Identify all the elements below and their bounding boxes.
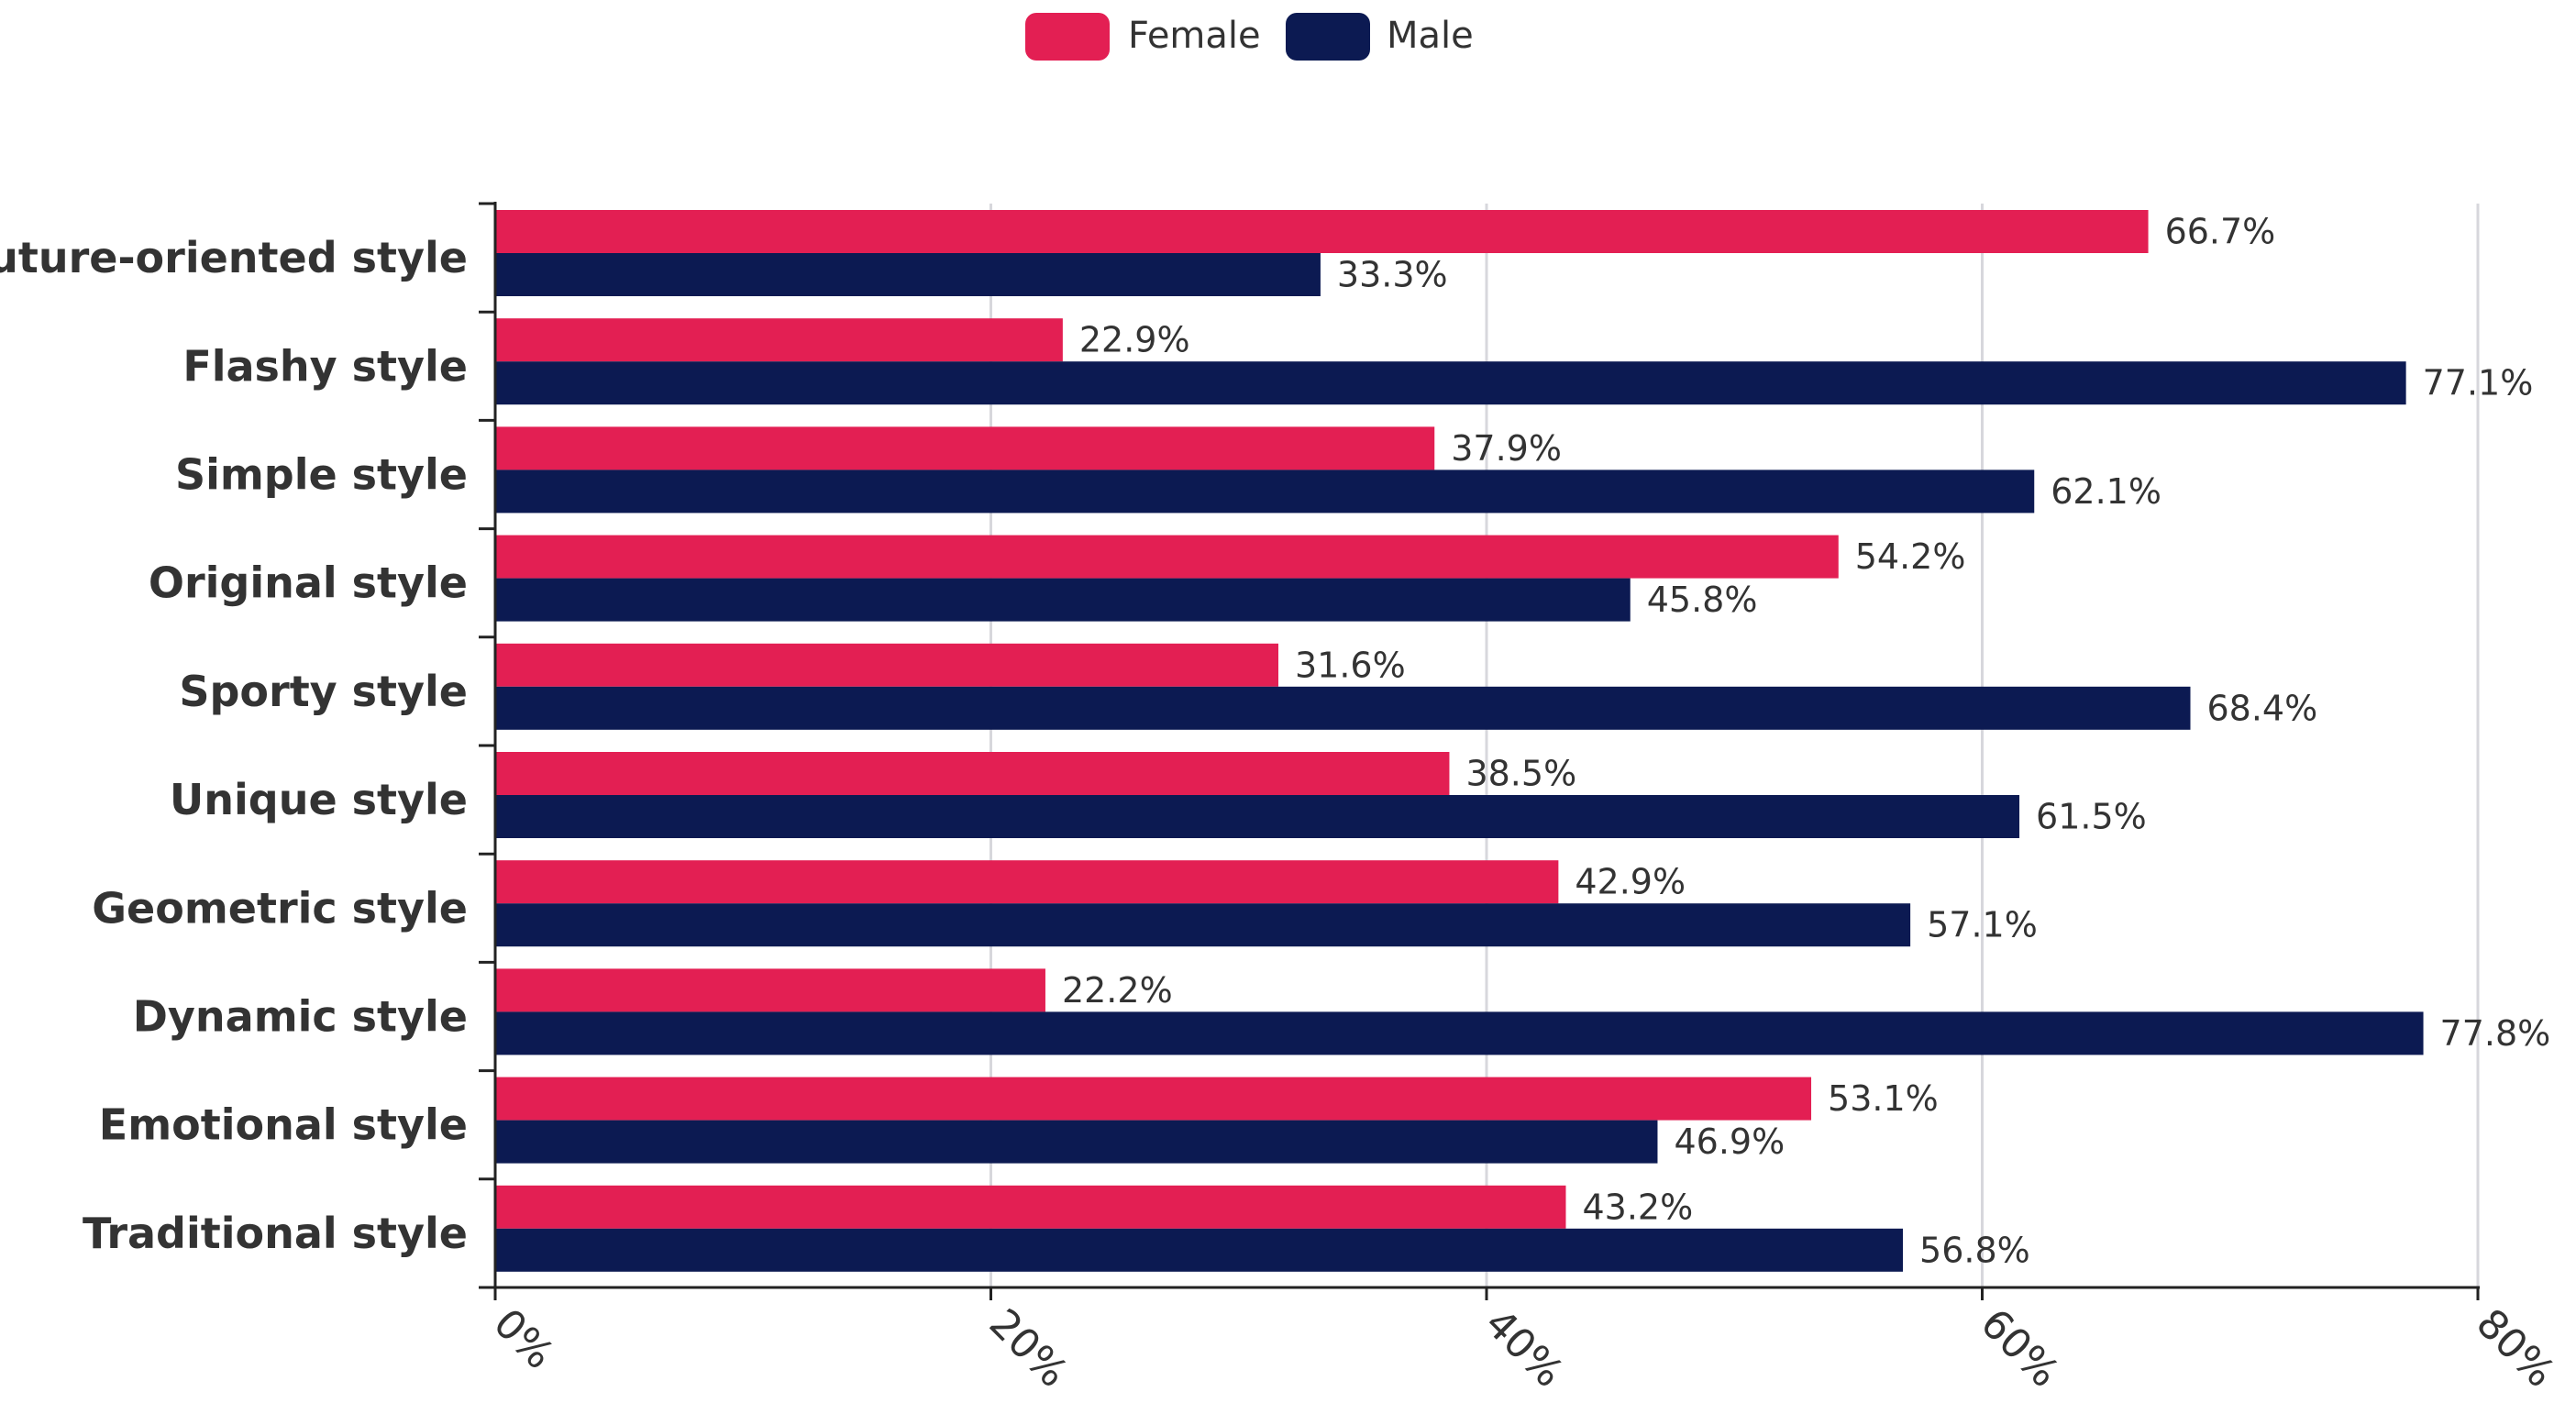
legend-label-female: Female (1128, 15, 1261, 57)
bar-male-5 (495, 795, 2020, 838)
category-label-7: Dynamic style (133, 992, 468, 1042)
bar-female-6 (495, 860, 1559, 904)
x-tick-label-40: 40% (1476, 1300, 1572, 1397)
legend-label-male: Male (1387, 15, 1474, 57)
category-label-4: Sporty style (179, 667, 468, 716)
bar-male-0 (495, 253, 1321, 296)
axes (479, 202, 2480, 1300)
value-label-female-5: 38.5% (1465, 754, 1576, 794)
value-label-male-5: 61.5% (2036, 797, 2147, 837)
value-label-female-8: 53.1% (1828, 1078, 1939, 1119)
value-label-male-3: 45.8% (1647, 580, 1758, 620)
bar-female-9 (495, 1185, 1566, 1229)
value-label-female-7: 22.2% (1062, 970, 1173, 1011)
value-label-female-3: 54.2% (1855, 536, 1966, 577)
bar-female-7 (495, 968, 1045, 1012)
value-label-male-4: 68.4% (2207, 688, 2318, 728)
value-label-male-6: 57.1% (1927, 905, 2038, 945)
bar-male-2 (495, 470, 2035, 514)
bar-female-1 (495, 318, 1063, 362)
value-label-male-9: 56.8% (1919, 1230, 2030, 1270)
bar-male-4 (495, 686, 2191, 730)
value-label-female-1: 22.9% (1079, 320, 1190, 360)
value-label-female-2: 37.9% (1451, 428, 1562, 469)
bar-female-8 (495, 1077, 1812, 1121)
value-label-male-7: 77.8% (2440, 1013, 2551, 1054)
category-label-2: Simple style (175, 450, 468, 500)
legend-swatch-male (1286, 13, 1370, 61)
bar-female-2 (495, 426, 1435, 470)
bars (495, 210, 2424, 1272)
value-label-male-0: 33.3% (1337, 255, 1448, 295)
value-label-female-9: 43.2% (1582, 1187, 1693, 1227)
x-tick-label-60: 60% (1972, 1300, 2068, 1397)
bar-male-7 (495, 1011, 2424, 1055)
bar-female-4 (495, 643, 1278, 687)
category-label-9: Traditional style (83, 1209, 468, 1258)
bar-female-0 (495, 210, 2149, 253)
value-label-female-4: 31.6% (1295, 645, 1406, 685)
category-label-0: Future-oriented style (0, 233, 468, 282)
category-label-8: Emotional style (99, 1100, 468, 1150)
value-label-male-2: 62.1% (2051, 471, 2161, 512)
value-label-male-1: 77.1% (2423, 363, 2534, 403)
category-label-3: Original style (149, 558, 468, 608)
value-label-male-8: 46.9% (1674, 1121, 1785, 1162)
category-label-5: Unique style (170, 775, 468, 824)
legend-swatch-female (1025, 13, 1110, 61)
legend: Female Male (1025, 13, 1474, 61)
bar-male-9 (495, 1228, 1904, 1272)
category-label-6: Geometric style (92, 883, 468, 933)
x-tick-label-20: 20% (980, 1300, 1077, 1397)
bar-male-1 (495, 361, 2406, 405)
bar-female-5 (495, 752, 1450, 795)
bar-male-3 (495, 578, 1631, 622)
value-label-female-0: 66.7% (2165, 212, 2276, 252)
x-tick-label-80: 80% (2467, 1300, 2563, 1397)
bar-male-6 (495, 903, 1911, 947)
category-label-1: Flashy style (182, 341, 468, 391)
value-label-female-6: 42.9% (1575, 862, 1686, 902)
bar-female-3 (495, 535, 1839, 579)
x-tick-label-0: 0% (484, 1300, 562, 1378)
bar-male-8 (495, 1120, 1658, 1164)
